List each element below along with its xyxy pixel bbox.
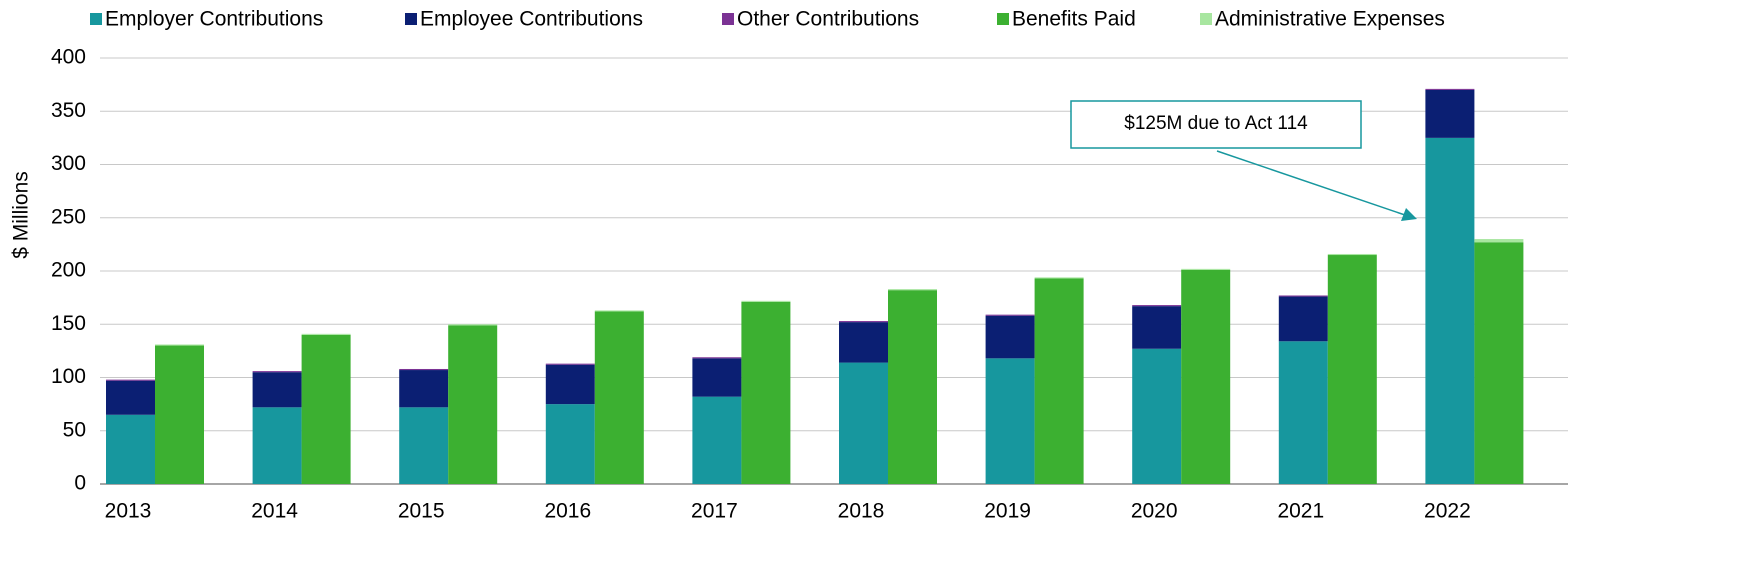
y-tick-label: 100 [51,365,86,388]
x-tick-label: 2013 [105,500,152,523]
bar-segment [888,289,937,291]
bar-segment [692,357,742,359]
bar-segment [399,407,449,484]
y-tick-label: 200 [51,259,86,282]
bar-segment [839,322,888,363]
legend-swatch [90,13,102,25]
bar-segment [252,407,302,484]
x-tick-label: 2014 [251,500,298,523]
x-tick-label: 2017 [691,500,738,523]
bar-segment [985,314,1035,316]
bar-segment [1181,268,1231,270]
legend-swatch [1200,13,1212,25]
bar-segment [448,324,498,326]
bar-segment [985,315,1035,359]
y-axis-label: $ Millions [10,171,33,259]
bar-segment [155,344,204,346]
bar-segment [1474,239,1524,243]
bar-segment [1327,253,1377,256]
legend-label: Employer Contributions [105,8,323,31]
bar-segment [888,290,937,484]
x-tick-label: 2018 [838,500,885,523]
x-tick-label: 2019 [984,500,1031,523]
bar-segment [399,368,449,371]
annotation-arrowhead [1401,208,1417,221]
legend-label: Other Contributions [737,8,919,31]
bar-segment [741,300,791,302]
x-tick-label: 2021 [1277,500,1324,523]
bar-segment [1034,278,1084,484]
bar-segment [594,311,644,484]
bar-segment [545,404,595,484]
x-tick-label: 2020 [1131,500,1178,523]
bar-segment [1278,296,1328,342]
x-tick-label: 2016 [544,500,591,523]
legend-swatch [997,13,1009,25]
y-tick-label: 150 [51,312,86,335]
bar-segment [692,358,742,397]
bar-segment [252,371,302,373]
bar-segment [1425,89,1475,138]
bar-segment [106,414,155,484]
bar-segment [1132,348,1182,484]
bar-segment [545,363,595,365]
bar-segment [985,358,1035,484]
bar-segment [1474,242,1524,484]
bar-segment [741,301,791,484]
y-tick-label: 400 [51,46,86,69]
bar-segment [1034,277,1084,279]
bar-segment [301,334,351,484]
bar-segment [1132,305,1182,307]
bar-segment [545,364,595,405]
bar-segment [1327,255,1377,484]
bar-segment [106,379,155,381]
annotation-box [1070,100,1362,149]
bar-segment [692,396,742,484]
legend-swatch [405,13,417,25]
y-tick-label: 0 [74,472,86,495]
bar-segment [155,345,204,484]
bar-segment [301,333,351,335]
x-tick-label: 2022 [1424,500,1471,523]
y-tick-label: 50 [63,418,86,441]
y-tick-label: 250 [51,205,86,228]
bar-segment [399,370,449,408]
legend-label: Employee Contributions [420,8,643,31]
bar-segment [1181,269,1231,484]
bar-segment [1278,341,1328,484]
bar-segment [106,380,155,415]
bar-segment [1132,306,1182,349]
y-tick-label: 350 [51,99,86,122]
bar-segment [594,310,644,312]
bar-segment [1425,137,1475,484]
bar-segment [1425,88,1475,90]
bar-segment [839,321,888,323]
legend-label: Administrative Expenses [1215,8,1445,31]
legend-swatch [722,13,734,25]
bar-segment [448,325,498,484]
legend-label: Benefits Paid [1012,8,1136,31]
annotation-arrow [1216,150,1406,216]
y-tick-label: 300 [51,152,86,175]
bar-segment [252,372,302,408]
annotation-text: $125M due to Act 114 [1124,113,1308,134]
x-tick-label: 2015 [398,500,445,523]
bar-segment [1278,295,1328,297]
bar-segment [839,362,888,484]
